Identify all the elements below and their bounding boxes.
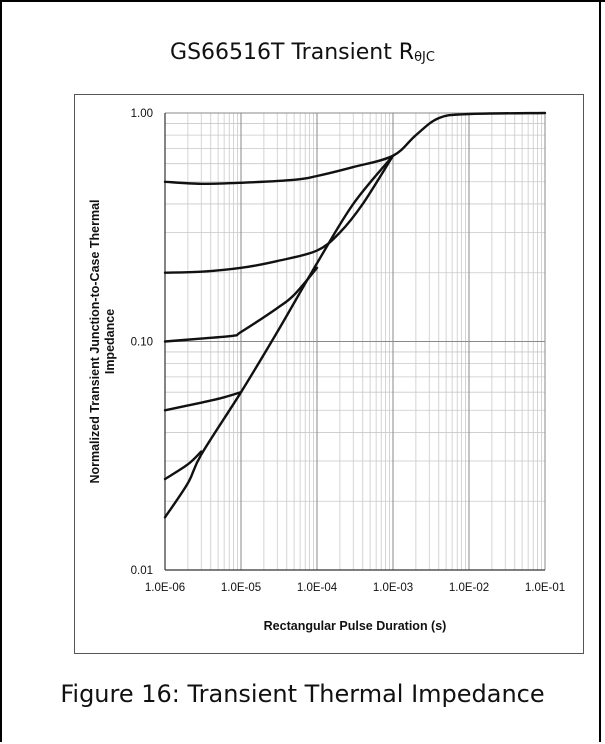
grid — [164, 112, 546, 571]
frame-top-border — [0, 0, 605, 2]
figure-caption: Figure 16: Transient Thermal Impedance — [60, 680, 545, 708]
x-tick-label: 1.0E-06 — [145, 582, 185, 594]
y-tick-label: 1.00 — [131, 108, 153, 120]
y-axis-label: Normalized Transient Junction-to-Case Th… — [88, 199, 117, 483]
series-layer — [163, 111, 547, 519]
x-tick-label: 1.0E-04 — [297, 582, 338, 594]
chart-title-subscript: θJC — [414, 50, 435, 65]
y-axis-label-line-1: Normalized Transient Junction-to-Case Th… — [88, 199, 102, 483]
y-axis-label-line-2: Impedance — [103, 309, 117, 374]
x-tick-label: 1.0E-03 — [373, 582, 413, 594]
chart-title-text: GS66516T Transient R — [170, 40, 415, 65]
series-line-5 — [163, 450, 203, 481]
tick-labels: 1.0E-06 1.0E-05 1.0E-04 1.0E-03 1.0E-02 1.0E-… — [131, 108, 566, 594]
x-tick-label: 1.0E-02 — [449, 582, 489, 594]
series-line-3 — [163, 266, 319, 343]
chart-title: GS66516T Transient RθJC — [0, 40, 605, 65]
x-tick-label: 1.0E-05 — [221, 582, 261, 594]
x-tick-label: 1.0E-01 — [525, 582, 565, 594]
y-tick-label: 0.10 — [131, 337, 153, 349]
x-axis-label: Rectangular Pulse Duration (s) — [264, 619, 447, 633]
y-tick-label: 0.01 — [131, 565, 153, 577]
series-line-4 — [163, 390, 243, 412]
series-line-1 — [163, 111, 547, 186]
series-line-2 — [163, 154, 395, 274]
series-line-6 — [163, 154, 395, 519]
chart-area: 1.0E-06 1.0E-05 1.0E-04 1.0E-03 1.0E-02 1.0E-… — [74, 94, 584, 654]
line-chart: 1.0E-06 1.0E-05 1.0E-04 1.0E-03 1.0E-02 1.0E-… — [88, 108, 566, 633]
